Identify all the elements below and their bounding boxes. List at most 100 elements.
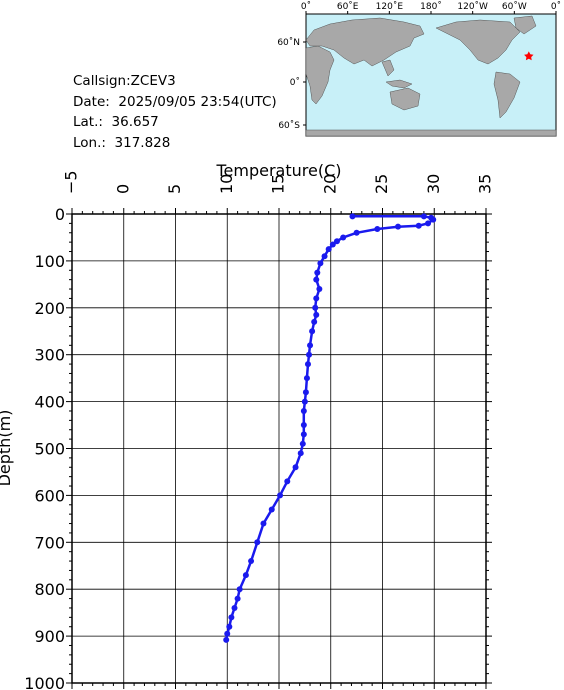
map-landmasses (305, 15, 557, 137)
x-tick-label: 30 (424, 174, 443, 194)
profile-point (316, 286, 323, 293)
profile-point (349, 213, 356, 220)
x-tick-label: 20 (320, 174, 339, 194)
land-indonesia (385, 79, 413, 89)
x-axis-title: Temperature(C) (215, 161, 341, 180)
map-longitude-label: 120˚W (457, 1, 488, 12)
y-tick-label: 400 (34, 393, 65, 412)
profile-point (301, 398, 308, 405)
profile-point (254, 539, 261, 546)
map-longitude-labels: 0˚ 60˚E 120˚E 180˚ 120˚W 60˚W 0˚ (301, 1, 561, 14)
profile-point (223, 636, 230, 643)
x-tick-label: 15 (269, 174, 288, 194)
world-map: 0˚ 60˚E 120˚E 180˚ 120˚W 60˚W 0˚ 60˚N 0˚ 60˚S (277, 1, 561, 137)
profile-point (317, 260, 324, 267)
map-latitude-labels: 60˚N 0˚ 60˚S (277, 37, 306, 131)
profile-point (284, 478, 291, 485)
profile-point (420, 213, 427, 220)
profile-point (306, 351, 313, 358)
chart-grid (71, 213, 487, 684)
profile-point (340, 234, 347, 241)
profile-point (313, 295, 320, 302)
profile-point (303, 375, 310, 382)
y-tick-label: 500 (34, 440, 65, 459)
profile-point (353, 229, 360, 236)
map-longitude-label: 0˚ (301, 1, 311, 12)
land-south-america (493, 71, 521, 119)
profile-point (302, 389, 309, 396)
profile-point (307, 342, 314, 349)
profile-point (430, 216, 437, 223)
profile-point (242, 572, 249, 579)
date-label: Date: 2025/09/05 23:54(UTC) (73, 93, 277, 110)
latitude-label: Lat.: 36.657 (73, 114, 159, 130)
x-tick-label: 0 (113, 184, 132, 194)
y-axis-title: Depth(m) (0, 410, 14, 487)
land-antarctica (305, 129, 557, 137)
x-tick-labels: −5 0 5 10 15 20 25 30 35 (62, 170, 495, 194)
profile-point (268, 506, 275, 513)
map-longitude-label: 60˚W (502, 1, 527, 12)
map-longitude-label: 120˚E (376, 1, 404, 12)
map-longitude-label: 0˚ (551, 1, 561, 12)
profile-point (374, 226, 381, 233)
map-longitude-label: 180˚ (420, 1, 442, 12)
chart-ticks (66, 208, 492, 689)
profile-point (248, 558, 255, 565)
x-tick-label: 5 (165, 184, 184, 194)
float-position-marker (524, 51, 534, 61)
y-tick-label: 1000 (24, 674, 65, 690)
profile-point (321, 253, 328, 260)
profile-point (325, 246, 332, 253)
land-indochina (381, 59, 395, 77)
land-greenland (513, 15, 537, 35)
profile-point (226, 623, 233, 630)
x-tick-label: 10 (217, 174, 236, 194)
profile-point (333, 238, 340, 245)
profile-point (313, 311, 320, 318)
profile-point (260, 520, 267, 527)
land-africa (305, 45, 335, 105)
profile-point (277, 492, 284, 499)
map-longitude-label: 60˚E (337, 1, 359, 12)
profile-point (297, 450, 304, 457)
y-tick-label: 600 (34, 486, 65, 505)
temperature-profile (223, 213, 437, 643)
y-tick-label: 800 (34, 580, 65, 599)
x-tick-label: 35 (476, 174, 495, 194)
profile-point (395, 223, 402, 230)
longitude-label: Lon.: 317.828 (73, 134, 171, 151)
map-latitude-label: 60˚N (277, 37, 300, 48)
profile-point (312, 304, 319, 311)
y-tick-label: 0 (55, 205, 65, 224)
y-tick-label: 700 (34, 533, 65, 552)
x-tick-label: −5 (62, 170, 81, 194)
profile-point (425, 220, 432, 227)
y-tick-label: 300 (34, 346, 65, 365)
x-tick-label: 25 (372, 174, 391, 194)
callsign-label: Callsign:ZCEV3 (73, 73, 176, 89)
profile-point (311, 318, 318, 325)
profile-point (231, 604, 238, 611)
y-tick-label: 200 (34, 299, 65, 318)
profile-point (228, 614, 235, 621)
y-tick-labels: 0 100 200 300 400 500 600 700 800 900 1000 (24, 205, 65, 690)
map-latitude-label: 60˚S (278, 120, 300, 131)
profile-point (292, 464, 299, 471)
land-north-america (435, 19, 521, 65)
y-tick-label: 100 (34, 252, 65, 271)
profile-line (224, 215, 435, 641)
profile-point (300, 422, 307, 429)
land-australia (389, 87, 421, 111)
profile-point (300, 431, 307, 438)
station-info: Callsign:ZCEV3 Date: 2025/09/05 23:54(UT… (73, 71, 277, 153)
profile-point (313, 276, 320, 283)
profile-point (300, 407, 307, 414)
profile-point (224, 630, 231, 637)
map-latitude-label: 0˚ (290, 77, 300, 88)
profile-point (309, 328, 316, 335)
profile-point (304, 361, 311, 368)
profile-point (299, 440, 306, 447)
profile-point (329, 241, 336, 248)
